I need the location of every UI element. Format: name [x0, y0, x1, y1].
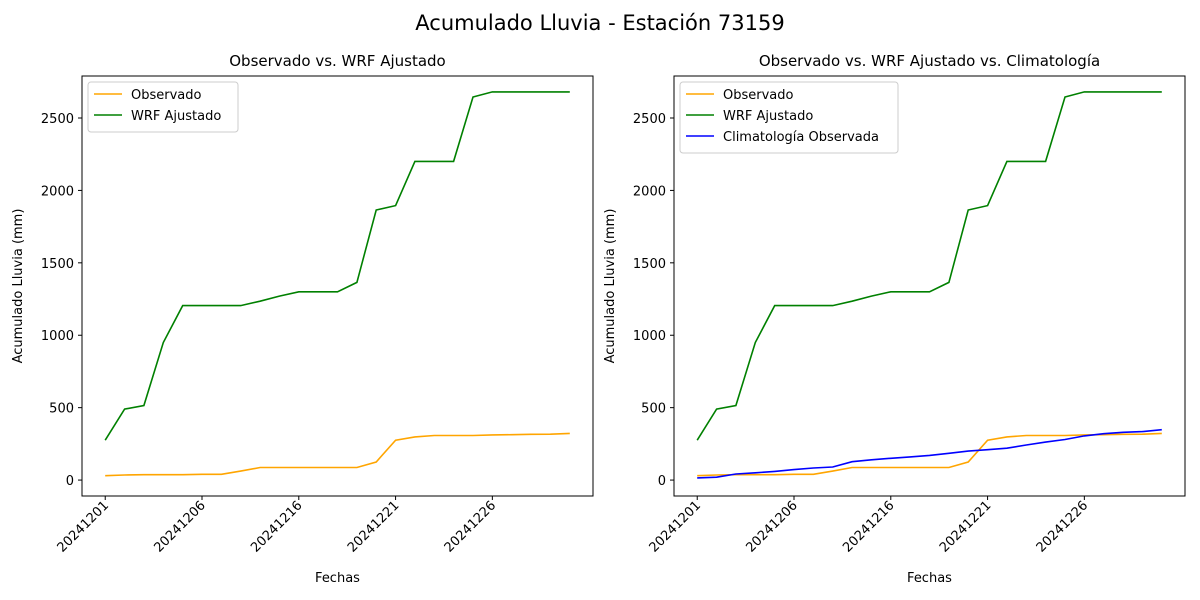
x-tick-label: 20241216: [248, 498, 305, 555]
y-tick-label: 2500: [41, 112, 74, 127]
x-tick-label: 20241206: [151, 498, 208, 555]
y-tick-label: 500: [641, 402, 666, 417]
chart-panel-2: Observado vs. WRF Ajustado vs. Climatolo…: [603, 52, 1186, 586]
legend-label: WRF Ajustado: [723, 109, 813, 124]
y-tick-label: 2000: [41, 184, 74, 199]
x-tick-label: 20241216: [840, 498, 897, 555]
series-line-2: [696, 91, 1162, 441]
y-axis-label: Acumulado Lluvia (mm): [11, 209, 26, 364]
y-tick-label: 0: [658, 474, 666, 489]
y-tick-label: 0: [66, 474, 74, 489]
axes-frame: [673, 75, 1186, 497]
y-tick-label: 1500: [41, 257, 74, 272]
y-tick-label: 2000: [633, 184, 666, 199]
y-tick-label: 2500: [633, 112, 666, 127]
legend-label: Observado: [131, 88, 202, 103]
series-line-1: [105, 432, 570, 477]
x-tick-label: 20241221: [345, 498, 402, 555]
legend-label: Observado: [723, 88, 794, 103]
series-line-2: [104, 91, 570, 441]
chart-panel-1: Observado vs. WRF Ajustado 0 500 1000 1500 20…: [11, 52, 594, 586]
legend-label: WRF Ajustado: [131, 109, 221, 124]
x-tick-label: 20241221: [937, 498, 994, 555]
y-tick-label: 1000: [633, 329, 666, 344]
figure-title: Acumulado Lluvia - Estación 73159: [415, 11, 784, 35]
axes-frame: [81, 75, 594, 497]
x-axis-label: Fechas: [907, 571, 952, 586]
y-tick-label: 1500: [633, 257, 666, 272]
x-tick-label: 20241201: [647, 498, 704, 555]
legend-box: [87, 81, 239, 133]
panel-title: Observado vs. WRF Ajustado: [229, 52, 445, 70]
legend-label: Climatología Observada: [723, 130, 879, 145]
x-tick-label: 20241201: [55, 498, 112, 555]
x-tick-label: 20241226: [1034, 498, 1091, 555]
y-tick-label: 500: [49, 402, 74, 417]
x-tick-label: 20241226: [442, 498, 499, 555]
y-tick-label: 1000: [41, 329, 74, 344]
series-line-3: [697, 428, 1162, 479]
x-axis-label: Fechas: [315, 571, 360, 586]
y-axis-label: Acumulado Lluvia (mm): [603, 209, 618, 364]
x-tick-label: 20241206: [743, 498, 800, 555]
series-line-1: [697, 432, 1162, 477]
panel-title: Observado vs. WRF Ajustado vs. Climatolo…: [759, 52, 1100, 70]
legend-box: [679, 81, 899, 154]
